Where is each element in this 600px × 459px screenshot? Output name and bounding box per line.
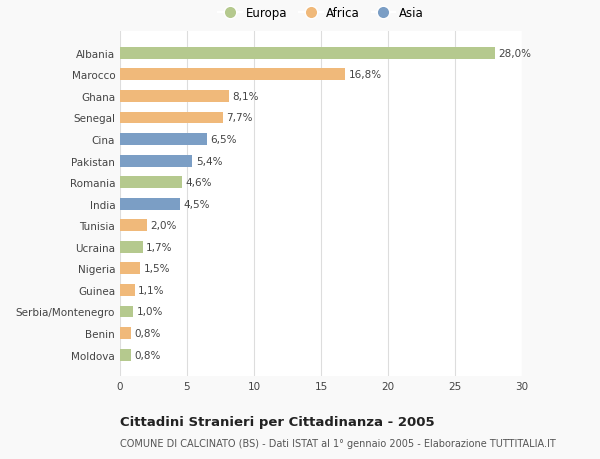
- Bar: [120, 177, 182, 189]
- Text: 4,6%: 4,6%: [185, 178, 211, 188]
- Text: 6,5%: 6,5%: [211, 135, 237, 145]
- Text: 1,1%: 1,1%: [138, 285, 164, 295]
- Text: 1,5%: 1,5%: [143, 264, 170, 274]
- Text: 0,8%: 0,8%: [134, 350, 160, 360]
- Text: 28,0%: 28,0%: [499, 49, 532, 59]
- Bar: [120, 69, 345, 81]
- Text: 5,4%: 5,4%: [196, 156, 222, 166]
- Text: 16,8%: 16,8%: [349, 70, 382, 80]
- Bar: [120, 327, 131, 339]
- Text: 0,8%: 0,8%: [134, 328, 160, 338]
- Bar: [120, 349, 131, 361]
- Bar: [120, 112, 223, 124]
- Text: Cittadini Stranieri per Cittadinanza - 2005: Cittadini Stranieri per Cittadinanza - 2…: [120, 415, 434, 428]
- Bar: [120, 241, 143, 253]
- Bar: [120, 220, 147, 232]
- Text: 8,1%: 8,1%: [232, 92, 259, 102]
- Text: 1,7%: 1,7%: [146, 242, 173, 252]
- Bar: [120, 155, 193, 167]
- Legend: Europa, Africa, Asia: Europa, Africa, Asia: [218, 7, 424, 20]
- Text: 1,0%: 1,0%: [137, 307, 163, 317]
- Bar: [120, 285, 135, 296]
- Bar: [120, 306, 133, 318]
- Text: 4,5%: 4,5%: [184, 199, 210, 209]
- Bar: [120, 134, 207, 146]
- Text: COMUNE DI CALCINATO (BS) - Dati ISTAT al 1° gennaio 2005 - Elaborazione TUTTITAL: COMUNE DI CALCINATO (BS) - Dati ISTAT al…: [120, 438, 556, 448]
- Bar: [120, 198, 180, 210]
- Text: 7,7%: 7,7%: [227, 113, 253, 123]
- Bar: [120, 263, 140, 274]
- Bar: [120, 91, 229, 103]
- Bar: [120, 48, 495, 60]
- Text: 2,0%: 2,0%: [150, 221, 176, 231]
